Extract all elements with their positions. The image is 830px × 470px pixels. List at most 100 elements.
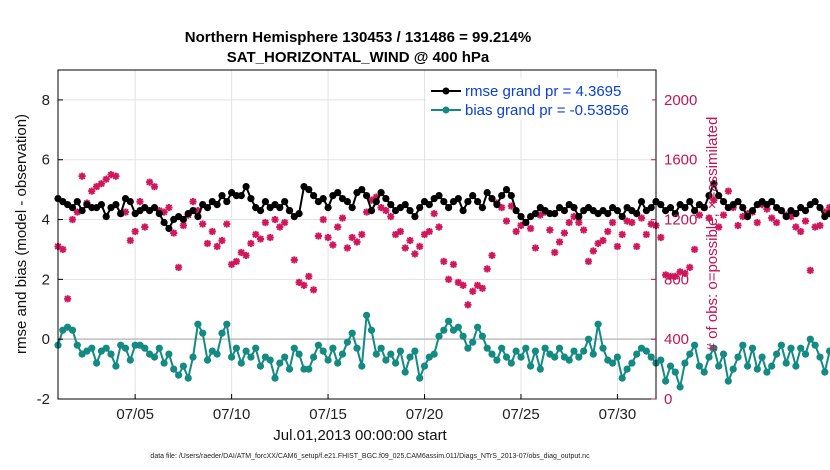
legend-rmse-marker — [442, 87, 450, 95]
obs-point — [208, 227, 216, 236]
rmse-point — [367, 207, 376, 215]
rmse-point — [416, 204, 424, 212]
rmse-point — [382, 195, 390, 203]
bias-point — [758, 353, 766, 361]
rmse-point — [155, 210, 163, 218]
bias-point — [367, 326, 376, 334]
rmse-point — [715, 192, 723, 200]
obs-point — [266, 233, 274, 242]
bias-series — [54, 311, 830, 391]
rmse-point — [189, 207, 197, 215]
bias-point — [811, 341, 819, 349]
bias-point — [170, 365, 178, 373]
rmse-point — [256, 207, 265, 215]
bias-point — [691, 341, 699, 349]
obs-point — [88, 187, 96, 195]
obs-point — [343, 244, 351, 252]
bias-point — [613, 353, 622, 361]
bias-point — [777, 341, 786, 349]
bias-point — [729, 365, 737, 373]
obs-point — [464, 301, 472, 309]
obs-point — [690, 245, 699, 254]
obs-point — [502, 217, 511, 225]
obs-point — [309, 286, 318, 294]
rmse-point — [440, 198, 448, 206]
bias-point — [570, 347, 578, 355]
bias-point — [724, 377, 732, 385]
bias-point — [676, 383, 684, 391]
chart-title-line2: SAT_HORIZONTAL_WIND @ 400 hPa — [227, 49, 490, 66]
bias-point — [155, 344, 163, 352]
rmse-point — [435, 192, 443, 200]
bias-point — [512, 347, 520, 355]
right-tick-label: 400 — [664, 331, 689, 348]
obs-point — [150, 183, 159, 191]
bias-point — [551, 353, 559, 361]
rmse-point — [445, 204, 453, 212]
bias-point — [406, 353, 414, 361]
bias-point — [555, 344, 564, 352]
bias-point — [290, 344, 298, 352]
obs-point — [59, 245, 67, 254]
rmse-point — [126, 198, 134, 206]
bias-point — [792, 362, 800, 370]
rmse-point — [483, 189, 491, 197]
legend-bias-marker — [442, 106, 450, 114]
rmse-point — [78, 207, 86, 215]
rmse-point — [700, 204, 708, 212]
rmse-point — [73, 198, 81, 206]
rmse-point — [782, 213, 790, 221]
rmse-point — [570, 204, 578, 212]
bias-point — [821, 368, 829, 376]
rmse-point — [478, 204, 486, 212]
obs-point — [290, 256, 298, 264]
rmse-point — [666, 204, 675, 212]
obs-point — [305, 272, 313, 280]
bias-point — [575, 353, 583, 361]
bias-point — [623, 365, 631, 373]
bias-point — [826, 347, 830, 355]
bias-point — [507, 359, 515, 367]
obs-point — [657, 233, 665, 242]
obs-point — [319, 215, 327, 224]
rmse-point — [474, 198, 482, 206]
obs-point — [203, 239, 212, 248]
bias-point — [435, 332, 443, 340]
obs-point — [102, 175, 110, 183]
bias-point — [633, 350, 641, 358]
rmse-point — [179, 215, 187, 224]
bias-point — [199, 329, 207, 337]
rmse-point — [150, 204, 159, 212]
obs-point — [681, 269, 689, 277]
bias-point — [387, 350, 395, 358]
obs-point — [715, 223, 723, 231]
obs-point — [512, 227, 520, 236]
bias-point — [719, 350, 728, 358]
rmse-point — [710, 180, 718, 188]
plot-frame — [57, 69, 657, 400]
x-tick-label: 07/15 — [309, 406, 347, 423]
rmse-point — [739, 204, 747, 212]
obs-point — [546, 226, 554, 234]
obs-point — [584, 257, 593, 266]
bias-point — [695, 362, 704, 370]
rmse-point — [792, 210, 800, 218]
obs-point — [705, 214, 713, 222]
left-tick-label: 2 — [42, 271, 50, 288]
bias-point — [671, 368, 679, 376]
bias-point — [801, 350, 810, 358]
rmse-point — [459, 207, 467, 215]
obs-point — [420, 230, 429, 239]
obs-point — [637, 214, 646, 222]
right-axis-label: # of obs: o=possible; ×=assimilated — [704, 117, 721, 352]
obs-point — [695, 211, 704, 219]
bias-point — [324, 356, 332, 364]
bias-point — [93, 359, 101, 367]
bias-point — [271, 374, 279, 382]
bias-point — [334, 359, 342, 367]
rmse-point — [734, 198, 742, 206]
obs-point — [488, 251, 496, 260]
rmse-point — [363, 192, 371, 200]
data-file-footer: data file: /Users/raeder/DAI/ATM_forcXX/… — [150, 453, 590, 460]
bias-point — [642, 347, 651, 355]
